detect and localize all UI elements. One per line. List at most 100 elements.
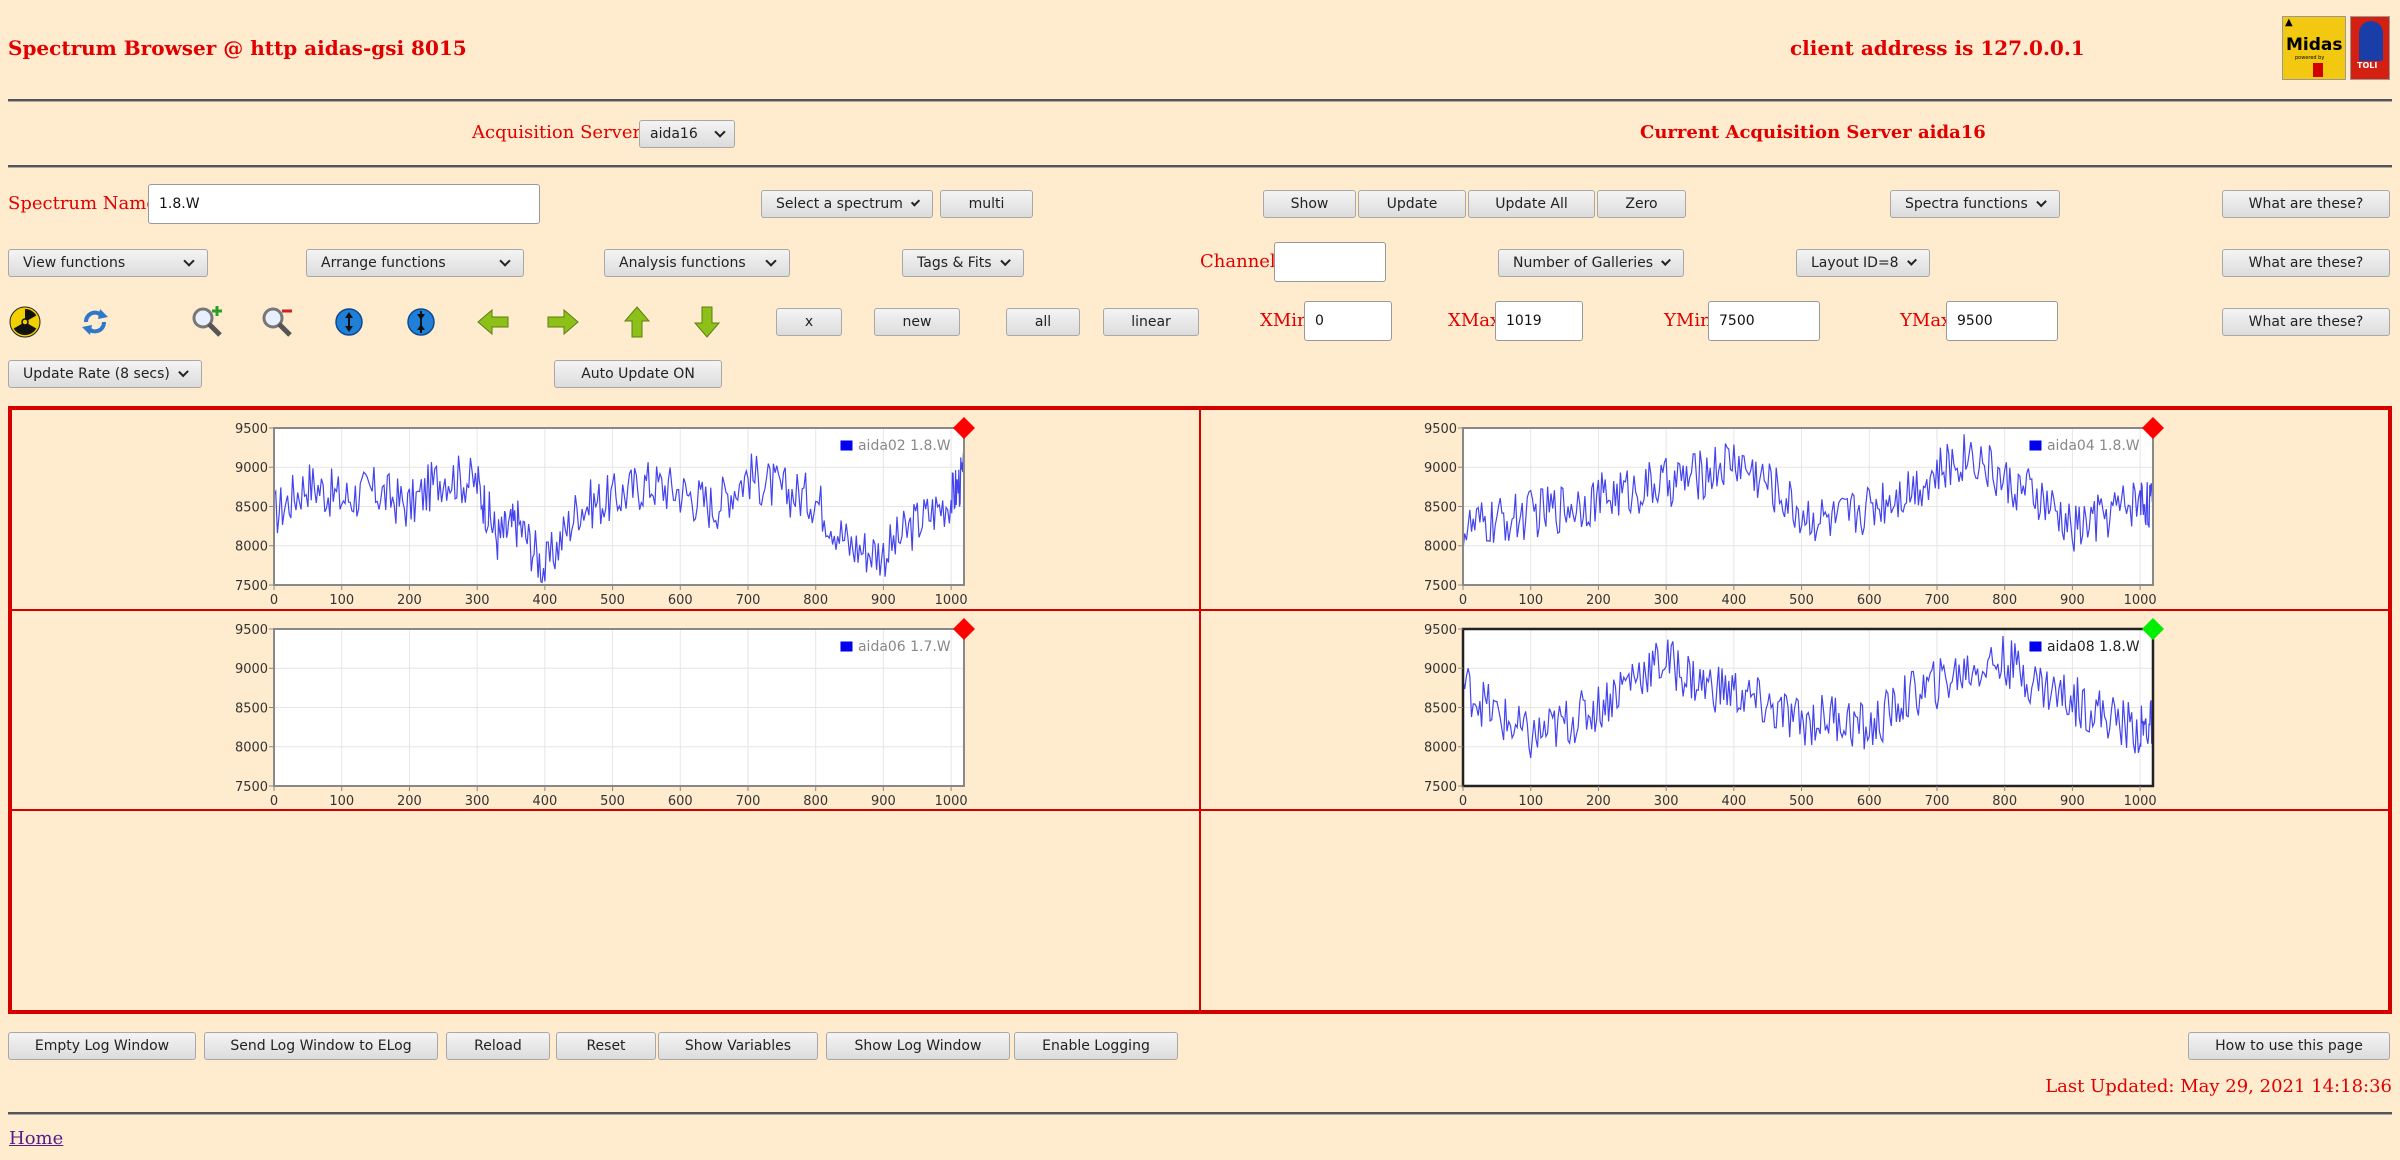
legend-swatch [2028,640,2043,653]
y-tick-label: 9500 [1424,623,1457,638]
x-tick-label: 100 [1518,794,1543,809]
y-tick-label: 8000 [1424,740,1457,755]
status-marker[interactable] [2141,416,2164,439]
legend-label: aida04 1.8.W [2047,438,2140,454]
linear-button[interactable]: linear [1103,308,1199,336]
x-tick-label: 0 [1459,794,1467,809]
x-tick-label: 0 [270,794,278,809]
gallery-panel[interactable] [1200,810,2389,1011]
y-tick-label: 7500 [235,780,268,795]
y-tick-label: 8500 [235,701,268,716]
x-tick-label: 500 [1789,794,1814,809]
how-to-use-button[interactable]: How to use this page [2188,1032,2390,1060]
x-tick-label: 500 [1789,593,1814,608]
spectrum-chart[interactable]: 0 100 200 300 400 500 600 700 800 900 1000 9500 9000… [1201,410,2388,609]
select-spectrum-dropdown[interactable]: Select a spectrum [761,190,933,218]
y-tick-label: 9500 [235,623,268,638]
x-tick-label: 400 [1721,593,1746,608]
gallery-panel[interactable]: 0 100 200 300 400 500 600 700 800 900 1000 9500 9000… [1200,609,2389,811]
arrow-down-icon[interactable] [690,305,724,339]
divider [8,1112,2392,1115]
x-tick-label: 800 [803,593,828,608]
zero-button[interactable]: Zero [1597,190,1686,218]
expand-vertical-icon[interactable] [332,305,366,339]
update-button[interactable]: Update [1358,190,1466,218]
new-button[interactable]: new [874,308,960,336]
legend-swatch [839,640,854,653]
x-tick-label: 700 [736,794,761,809]
y-tick-label: 9000 [1424,662,1457,677]
multi-button[interactable]: multi [940,190,1033,218]
radiation-icon[interactable] [8,305,42,339]
x-tick-label: 500 [600,794,625,809]
arrow-right-icon[interactable] [546,305,580,339]
spectrum-chart[interactable]: 0 100 200 300 400 500 600 700 800 900 1000 9500 9000… [12,611,1199,810]
x-tick-label: 400 [532,593,557,608]
zoom-out-icon[interactable] [260,305,294,339]
midas-logo-text: Midas [2286,35,2343,55]
update-all-button[interactable]: Update All [1468,190,1595,218]
spectra-functions-dropdown[interactable]: Spectra functions [1890,190,2060,218]
spectrum-chart[interactable]: 0 100 200 300 400 500 600 700 800 900 1000 9500 9000… [12,410,1199,609]
arrange-functions-dropdown[interactable]: Arrange functions [306,249,524,277]
ymax-input[interactable]: 9500 [1946,301,2058,341]
what-are-these-button[interactable]: What are these? [2222,190,2390,218]
acq-servers-label: Acquisition Servers [472,122,651,143]
spectrum-chart[interactable]: 0 100 200 300 400 500 600 700 800 900 1000 9500 9000… [1201,611,2388,810]
xmax-input[interactable]: 1019 [1495,301,1583,341]
reload-button[interactable]: Reload [446,1032,550,1060]
x-tick-label: 200 [1586,794,1611,809]
x-tick-label: 300 [1654,794,1679,809]
y-tick-label: 9000 [235,662,268,677]
refresh-icon[interactable] [78,305,112,339]
xmin-label: XMin [1260,310,1309,331]
update-rate-dropdown[interactable]: Update Rate (8 secs) [8,360,202,388]
status-marker[interactable] [2141,617,2164,640]
arrow-up-icon[interactable] [620,305,654,339]
acq-server-select[interactable]: aida16 [639,120,735,148]
y-tick-label: 7500 [1424,780,1457,795]
what-are-these-button[interactable]: What are these? [2222,249,2390,277]
spectrum-gallery: 0 100 200 300 400 500 600 700 800 900 1000 9500 9000… [8,406,2392,1014]
gallery-panel[interactable] [11,810,1200,1011]
show-log-window-button[interactable]: Show Log Window [826,1032,1010,1060]
channel-input[interactable] [1274,242,1386,282]
zoom-in-icon[interactable] [190,305,224,339]
gallery-panel[interactable]: 0 100 200 300 400 500 600 700 800 900 1000 9500 9000… [1200,409,2389,610]
x-button[interactable]: x [776,308,842,336]
show-button[interactable]: Show [1263,190,1356,218]
x-tick-label: 200 [397,794,422,809]
empty-log-button[interactable]: Empty Log Window [8,1032,196,1060]
send-log-elog-button[interactable]: Send Log Window to ELog [204,1032,438,1060]
view-functions-dropdown[interactable]: View functions [8,249,208,277]
all-button[interactable]: all [1006,308,1080,336]
x-tick-label: 400 [1721,794,1746,809]
reset-button[interactable]: Reset [556,1032,656,1060]
show-variables-button[interactable]: Show Variables [658,1032,818,1060]
number-of-galleries-dropdown[interactable]: Number of Galleries [1498,249,1684,277]
what-are-these-button[interactable]: What are these? [2222,308,2390,336]
tags-fits-dropdown[interactable]: Tags & Fits [902,249,1024,277]
client-address: client address is 127.0.0.1 [1790,36,2085,60]
y-tick-label: 7500 [1424,579,1457,594]
arrow-left-icon[interactable] [476,305,510,339]
compress-vertical-icon[interactable] [404,305,438,339]
ymin-input[interactable]: 7500 [1708,301,1820,341]
midas-logo: ▲ Midas powered by [2282,16,2346,80]
home-link[interactable]: Home [9,1128,64,1149]
x-tick-label: 900 [2060,593,2085,608]
xmin-input[interactable]: 0 [1304,301,1392,341]
layout-id-dropdown[interactable]: Layout ID=8 [1796,249,1930,277]
spectrum-name-input[interactable]: 1.8.W [148,184,540,224]
ymin-label: YMin [1664,310,1712,331]
y-tick-label: 7500 [235,579,268,594]
gallery-panel[interactable]: 0 100 200 300 400 500 600 700 800 900 1000 9500 9000… [11,609,1200,811]
xmax-label: XMax [1448,310,1501,331]
y-tick-label: 8000 [235,540,268,555]
analysis-functions-dropdown[interactable]: Analysis functions [604,249,790,277]
x-tick-label: 900 [871,794,896,809]
gallery-panel[interactable]: 0 100 200 300 400 500 600 700 800 900 1000 9500 9000… [11,409,1200,610]
x-tick-label: 800 [1992,593,2017,608]
auto-update-button[interactable]: Auto Update ON [554,360,722,388]
enable-logging-button[interactable]: Enable Logging [1014,1032,1178,1060]
